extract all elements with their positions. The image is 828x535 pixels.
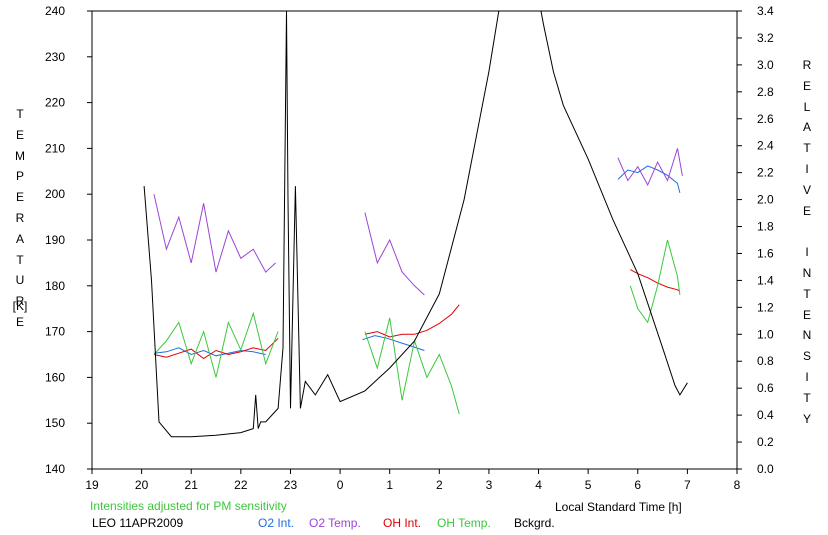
right-tick-label: 3.0 — [757, 58, 774, 72]
right-tick-label: 3.4 — [757, 4, 774, 18]
x-tick-label: 3 — [486, 478, 493, 492]
right-tick-label: 1.4 — [757, 273, 774, 287]
legend-o2-int: O2 Int. — [258, 516, 295, 530]
x-tick-label: 2 — [436, 478, 443, 492]
x-tick-label: 0 — [337, 478, 344, 492]
right-tick-label: 2.2 — [757, 166, 774, 180]
left-axis-unit: [K] — [12, 299, 28, 313]
right-tick-label: 2.4 — [757, 139, 774, 153]
plot-frame — [91, 10, 738, 470]
right-tick-label: 1.2 — [757, 300, 774, 314]
right-tick-label: 1.8 — [757, 220, 774, 234]
right-tick-label: 2.8 — [757, 85, 774, 99]
left-tick-label: 190 — [45, 233, 65, 247]
x-tick-label: 22 — [234, 478, 248, 492]
left-tick-label: 150 — [45, 416, 65, 430]
x-tick-label: 23 — [284, 478, 298, 492]
series-lines — [143, 11, 688, 438]
left-tick-label: 160 — [45, 370, 65, 384]
right-tick-label: 1.6 — [757, 246, 774, 260]
right-tick-label: 3.2 — [757, 31, 774, 45]
x-tick-label: 5 — [585, 478, 592, 492]
x-tick-label: 1 — [386, 478, 393, 492]
legend-bckgrd: Bckgrd. — [514, 516, 555, 530]
right-tick-label: 2.0 — [757, 193, 774, 207]
left-tick-label: 170 — [45, 325, 65, 339]
x-axis-label: Local Standard Time [h] — [555, 500, 682, 514]
sensitivity-note: Intensities adjusted for PM sensitivity — [90, 499, 287, 513]
right-tick-label: 0.8 — [757, 354, 774, 368]
legend-o2-temp: O2 Temp. — [309, 516, 361, 530]
series-line-o2-int — [617, 165, 681, 194]
legend-oh-temp: OH Temp. — [437, 516, 491, 530]
series-line-o2-temp — [617, 148, 683, 187]
right-tick-label: 0.6 — [757, 381, 774, 395]
left-tick-label: 210 — [45, 141, 65, 155]
left-tick-label: 140 — [45, 462, 65, 476]
right-tick-label: 0.2 — [757, 435, 774, 449]
left-tick-label: 220 — [45, 96, 65, 110]
left-tick-label: 200 — [45, 187, 65, 201]
left-tick-label: 180 — [45, 279, 65, 293]
x-tick-label: 19 — [85, 478, 99, 492]
x-tick-label: 4 — [535, 478, 542, 492]
right-tick-label: 0.0 — [757, 462, 774, 476]
x-tick-label: 20 — [135, 478, 149, 492]
series-line-bckgrd — [540, 11, 688, 396]
x-tick-label: 7 — [684, 478, 691, 492]
x-tick-label: 6 — [634, 478, 641, 492]
x-axis-ticks: 19 20 21 22 23 0 1 2 3 4 5 6 7 8 — [85, 469, 741, 492]
left-axis-ticks: 140 150 160 170 180 190 200 210 220 230 240 — [45, 4, 92, 476]
left-tick-label: 240 — [45, 4, 65, 18]
series-line-oh-int — [153, 337, 279, 360]
x-tick-label: 21 — [185, 478, 199, 492]
x-tick-label: 8 — [734, 478, 741, 492]
series-line-bckgrd — [143, 11, 502, 438]
right-tick-label: 2.6 — [757, 112, 774, 126]
series-line-o2-temp — [153, 194, 276, 273]
series-line-oh-int — [364, 304, 460, 338]
right-tick-label: 0.4 — [757, 408, 774, 422]
right-tick-label: 1.0 — [757, 327, 774, 341]
left-tick-label: 230 — [45, 50, 65, 64]
legend-oh-int: OH Int. — [383, 516, 422, 530]
series-line-oh-temp — [629, 239, 681, 324]
series-line-o2-temp — [364, 212, 425, 296]
right-axis-ticks: 0.0 0.2 0.4 0.6 0.8 1.0 1.2 1.4 1.6 1.8 2.0 2.2 2.4 2… — [737, 4, 774, 476]
station-date-label: LEO 11APR2009 — [92, 516, 184, 530]
series-line-oh-temp — [153, 311, 279, 378]
